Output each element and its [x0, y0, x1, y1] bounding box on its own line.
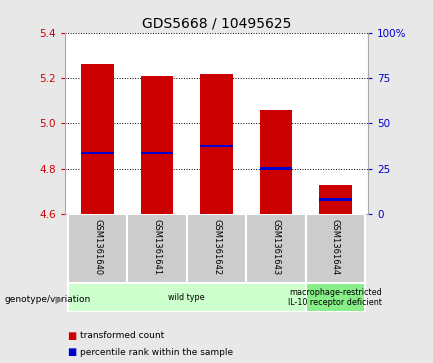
Bar	[81, 65, 114, 214]
Bar	[187, 214, 246, 283]
Text: GSM1361641: GSM1361641	[152, 219, 162, 276]
Bar	[141, 152, 173, 154]
Text: ■: ■	[67, 347, 76, 357]
Bar	[246, 214, 306, 283]
Bar	[200, 74, 233, 214]
Bar	[260, 110, 292, 214]
Bar	[68, 214, 127, 283]
Text: wild type: wild type	[168, 293, 205, 302]
Text: transformed count: transformed count	[80, 331, 165, 340]
Bar	[81, 152, 114, 154]
Bar	[319, 185, 352, 214]
Text: GSM1361643: GSM1361643	[271, 219, 281, 276]
Title: GDS5668 / 10495625: GDS5668 / 10495625	[142, 16, 291, 30]
Bar	[306, 283, 365, 312]
Text: percentile rank within the sample: percentile rank within the sample	[80, 348, 233, 356]
Bar	[200, 145, 233, 147]
Polygon shape	[55, 296, 63, 304]
Text: GSM1361644: GSM1361644	[331, 219, 340, 276]
Bar	[306, 214, 365, 283]
Bar	[260, 167, 292, 170]
Text: macrophage-restricted
IL-10 receptor deficient: macrophage-restricted IL-10 receptor def…	[288, 288, 382, 307]
Text: genotype/variation: genotype/variation	[4, 295, 90, 304]
Bar	[127, 214, 187, 283]
Text: GSM1361640: GSM1361640	[93, 219, 102, 276]
Bar	[68, 283, 306, 312]
Text: ■: ■	[67, 331, 76, 341]
Bar	[141, 76, 173, 214]
Bar	[319, 198, 352, 201]
Text: GSM1361642: GSM1361642	[212, 219, 221, 276]
